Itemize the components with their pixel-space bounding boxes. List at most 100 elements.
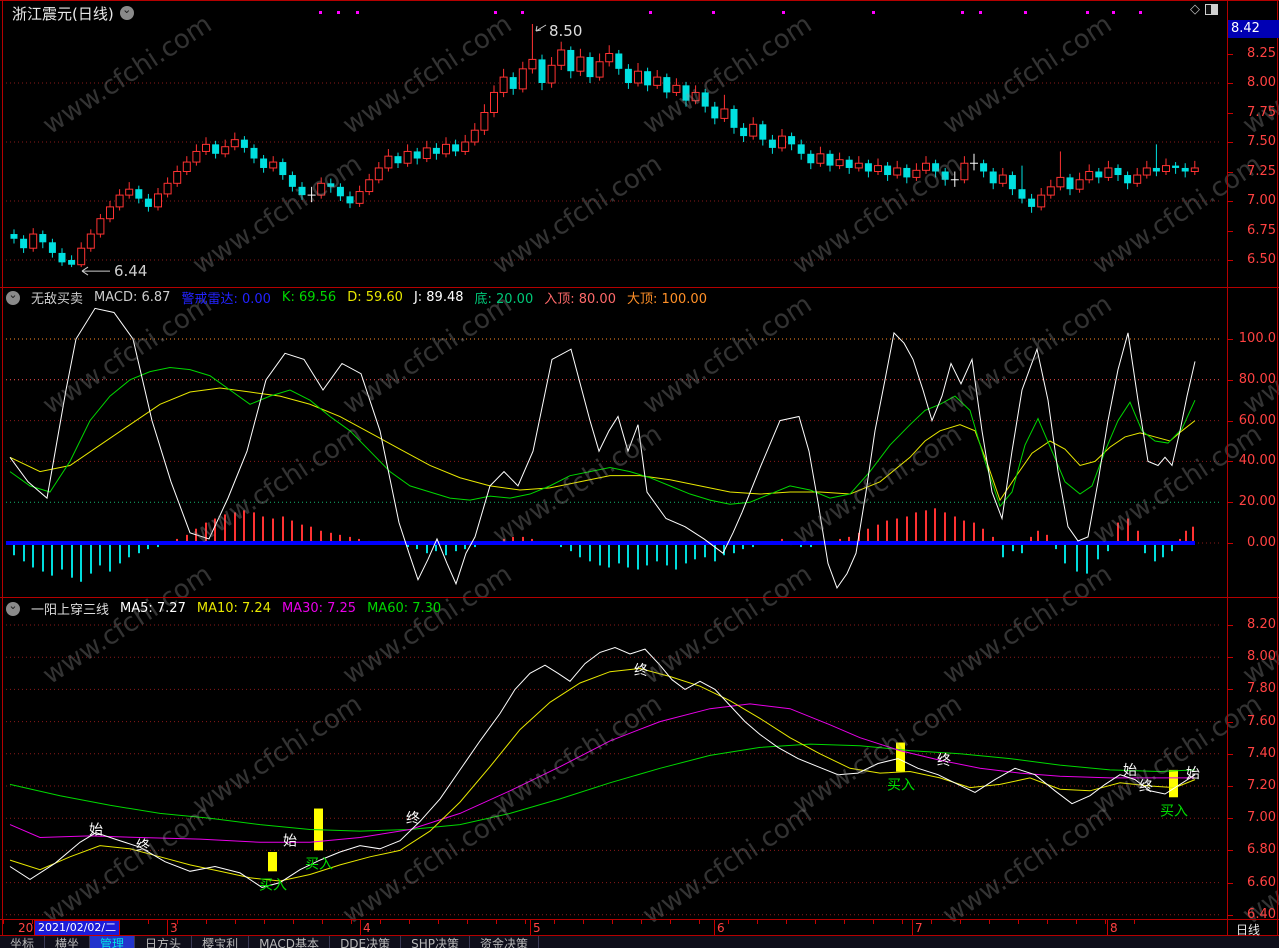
buy-label: 买入 bbox=[887, 778, 915, 794]
candle-body-down bbox=[1114, 167, 1122, 176]
candle-body-down bbox=[68, 260, 76, 265]
candle-body-down bbox=[240, 139, 248, 148]
candle-body-up bbox=[893, 167, 902, 176]
title-chevron-down-icon[interactable] bbox=[119, 6, 134, 20]
axis-label: 7.40 bbox=[1247, 746, 1276, 761]
indicator-chart[interactable] bbox=[3, 288, 1227, 597]
buy-signal-bar bbox=[1169, 769, 1178, 798]
date-axis: 20 2021/02/02/二 日线 3 4 5 6 7 8 bbox=[0, 920, 1279, 937]
price-badge: 8.42 bbox=[1228, 20, 1279, 38]
candle-body-up bbox=[461, 141, 470, 152]
high-arrow bbox=[535, 29, 542, 32]
toolbar-tab[interactable]: SHP决策 bbox=[401, 936, 471, 948]
candle-body-down bbox=[39, 234, 47, 243]
high-arrow bbox=[535, 24, 547, 32]
candle-body-up bbox=[634, 70, 642, 84]
toolbar-tab[interactable]: 坐标 bbox=[0, 936, 46, 948]
header-item: MA30: 7.25 bbox=[281, 601, 357, 616]
candle-body-down bbox=[394, 156, 402, 164]
candle-body-up bbox=[854, 162, 863, 169]
header-item: 大顶: 100.00 bbox=[626, 292, 707, 307]
candle-body-down bbox=[615, 53, 623, 69]
zero-line bbox=[6, 541, 1195, 545]
ma30-line bbox=[9, 703, 1195, 843]
signal-dot bbox=[521, 11, 524, 14]
header-item: D: 59.60 bbox=[347, 290, 403, 305]
candle-body-down bbox=[1152, 167, 1160, 172]
axis-tick bbox=[1227, 339, 1233, 340]
candle-body-down bbox=[768, 139, 776, 148]
axis-label: 8.00 bbox=[1247, 75, 1276, 90]
toolbar-tab[interactable]: 樱宝利 bbox=[192, 936, 250, 948]
candle-body-up bbox=[922, 162, 930, 171]
ma-chevron-down-icon[interactable] bbox=[6, 601, 20, 616]
candle-body-down bbox=[1124, 175, 1132, 184]
toolbar-tab[interactable]: 资金决策 bbox=[470, 936, 540, 948]
axis-tick bbox=[1227, 722, 1233, 723]
candle-body-down bbox=[1008, 175, 1016, 190]
toolbar-tab[interactable]: 日方头 bbox=[135, 936, 193, 948]
candle-body-down bbox=[1095, 171, 1103, 178]
toolbar-top-line bbox=[0, 935, 1279, 936]
axis-tick bbox=[1227, 113, 1233, 114]
stock-title: 浙江震元(日线) bbox=[12, 4, 114, 23]
title-bar: 浙江震元(日线) bbox=[12, 4, 134, 23]
diamond-icon[interactable]: ◇ bbox=[1190, 2, 1200, 17]
candle-body-down bbox=[740, 127, 748, 137]
candle-body-up bbox=[557, 49, 566, 66]
candle-body-up bbox=[1162, 165, 1170, 173]
ma10-line bbox=[9, 667, 1196, 882]
indicator-chevron-down-icon[interactable] bbox=[6, 290, 20, 305]
candle-body-up bbox=[1104, 167, 1113, 178]
axis-tick bbox=[1227, 502, 1233, 503]
candle-body-down bbox=[682, 85, 690, 101]
candle-body-down bbox=[989, 171, 997, 184]
candle-body-down bbox=[212, 144, 220, 154]
candle-body-down bbox=[807, 153, 815, 164]
frame-left-line bbox=[2, 0, 3, 948]
candle-body-down bbox=[845, 159, 853, 168]
candle-body-down bbox=[1172, 165, 1180, 168]
axis-tick bbox=[1227, 54, 1233, 55]
candle-body-up bbox=[202, 143, 210, 152]
candle-body-down bbox=[432, 147, 440, 154]
candle-body-down bbox=[884, 165, 892, 176]
d-line bbox=[9, 387, 1196, 502]
candle-body-up bbox=[499, 76, 508, 93]
current-date-box: 2021/02/02/二 bbox=[34, 920, 121, 936]
candle-body-down bbox=[260, 158, 268, 168]
axis-label: 8.25 bbox=[1247, 46, 1276, 61]
high-annotation: 8.50 bbox=[549, 22, 582, 40]
candle-body-down bbox=[250, 147, 258, 159]
toolbar-tab[interactable]: 横坐 bbox=[45, 936, 91, 948]
candle-body-up bbox=[29, 233, 38, 249]
axis-label: 6.60 bbox=[1247, 875, 1276, 890]
axis-label: 20.00 bbox=[1238, 494, 1276, 509]
candle-body-up bbox=[672, 84, 681, 93]
candle-body-down bbox=[759, 124, 767, 140]
candle-body-down bbox=[864, 163, 872, 172]
toolbar-tab[interactable]: MACD基本 bbox=[249, 936, 331, 948]
toolbar-tab[interactable]: 管理 bbox=[90, 936, 136, 948]
candlestick-chart[interactable]: 8.50 6.44 bbox=[3, 0, 1227, 287]
buy-label: 买入 bbox=[259, 877, 287, 893]
header-item: 入顶: 80.00 bbox=[544, 292, 616, 307]
toolbar-tab[interactable]: DDE决策 bbox=[330, 936, 402, 948]
ma-panel-header: 一阳上穿三线 MA5: 7.27 MA10: 7.24 MA30: 7.25 MA60:… bbox=[6, 600, 442, 618]
axis-label: 7.75 bbox=[1247, 105, 1276, 120]
candle-body-down bbox=[288, 175, 296, 187]
candle-body-up bbox=[653, 76, 662, 86]
axis-label: 80.00 bbox=[1238, 372, 1276, 387]
axis-label: 7.50 bbox=[1247, 134, 1276, 149]
frame-top-line bbox=[0, 0, 1279, 1]
candle-body-down bbox=[1028, 198, 1036, 207]
candle-body-up bbox=[173, 171, 182, 184]
header-item: MA60: 7.30 bbox=[367, 601, 442, 616]
month-label: 4 bbox=[360, 920, 371, 935]
window-split-icon[interactable] bbox=[1205, 4, 1218, 15]
axis-tick bbox=[1227, 850, 1233, 851]
signal-dot bbox=[649, 11, 652, 14]
header-item: 无敌买卖 bbox=[31, 292, 84, 307]
candle-body-down bbox=[1181, 167, 1189, 172]
